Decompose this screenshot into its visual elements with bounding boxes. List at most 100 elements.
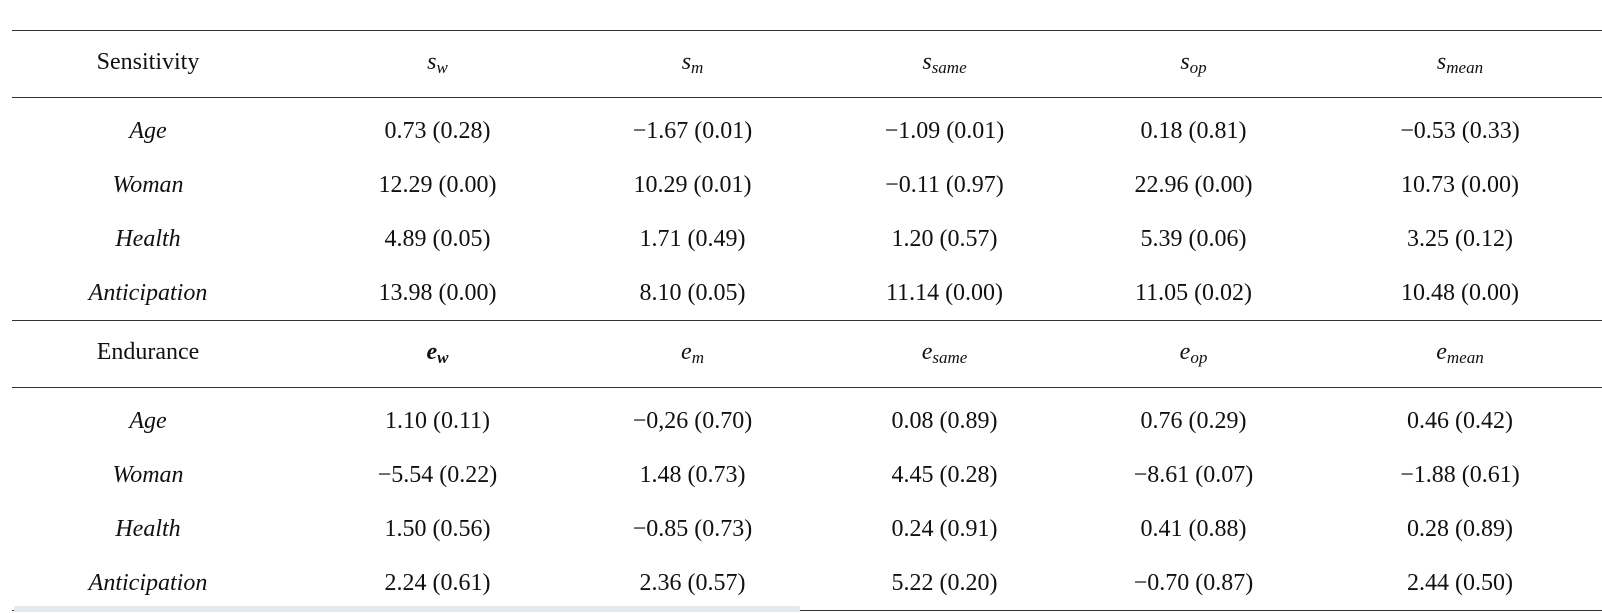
column-header-s-w: sw [310, 30, 565, 98]
table-cell: 0.46 (0.42) [1407, 407, 1513, 434]
column-subscript: m [691, 347, 704, 367]
table-cell: 12.29 (0.00) [378, 171, 497, 198]
table-cell: 0.41 (0.88) [1140, 515, 1247, 542]
column-symbol: e [921, 338, 933, 365]
table-cell: 1.48 (0.73) [639, 461, 746, 488]
column-subscript: w [436, 57, 448, 77]
column-header-e-same: esame [820, 320, 1069, 388]
horizontal-scrollbar[interactable] [14, 606, 800, 612]
table-cell: 2.24 (0.61) [310, 556, 565, 611]
column-subscript: mean [1446, 347, 1484, 367]
table-row: Age 1.10 (0.11) −0,26 (0.70) 0.08 (0.89)… [12, 388, 1602, 449]
column-subscript: mean [1446, 57, 1484, 77]
column-header-s-same: ssame [820, 30, 1069, 98]
table-cell: −5.54 (0.22) [377, 461, 498, 488]
column-subscript: op [1190, 347, 1208, 367]
table-cell: −1.67 (0.01) [632, 117, 753, 144]
table-cell: 3.25 (0.12) [1407, 225, 1513, 252]
table-cell: −0.53 (0.33) [1400, 117, 1520, 144]
column-symbol: s [922, 48, 932, 75]
table-cell: 10.48 (0.00) [1318, 266, 1602, 321]
table-cell: 4.89 (0.05) [384, 225, 491, 252]
table-cell: −0,26 (0.70) [632, 407, 753, 434]
column-subscript: w [437, 347, 449, 367]
row-label: Anticipation [88, 569, 208, 596]
table-cell: −1.09 (0.01) [884, 117, 1005, 144]
column-subscript: op [1189, 57, 1207, 77]
column-symbol: s [1436, 48, 1447, 75]
row-label-cell: Anticipation [12, 266, 310, 321]
table-cell: −0.85 (0.73) [632, 515, 753, 542]
column-header-s-mean: smean [1318, 30, 1602, 98]
table-cell: 5.22 (0.20) [820, 556, 1069, 611]
sensitivity-header-row: Sensitivity sw sm ssame sop smean [12, 30, 1602, 98]
column-symbol: s [681, 48, 692, 75]
table-cell: −0.11 (0.97) [885, 171, 1004, 198]
table-cell: 5.39 (0.06) [1140, 225, 1247, 252]
table-cell: −1.88 (0.61) [1400, 461, 1520, 488]
table-row: Age 0.73 (0.28) −1.67 (0.01) −1.09 (0.01… [12, 98, 1602, 159]
table-cell: 0.08 (0.89) [891, 407, 998, 434]
row-label-cell: Anticipation [12, 556, 310, 611]
table-cell: 2.36 (0.57) [565, 556, 820, 611]
table-cell: 0.18 (0.81) [1140, 117, 1247, 144]
table-cell: 1.50 (0.56) [384, 515, 491, 542]
table-cell: 1.71 (0.49) [639, 225, 746, 252]
row-label: Woman [112, 461, 184, 488]
row-label-cell: Age [12, 388, 310, 449]
column-header-e-mean: emean [1318, 320, 1602, 388]
table-cell: 8.10 (0.05) [565, 266, 820, 321]
column-symbol: s [1180, 48, 1190, 75]
table-cell: 11.14 (0.00) [820, 266, 1069, 321]
table-cell: 0.73 (0.28) [384, 117, 491, 144]
column-subscript: same [931, 57, 967, 77]
table-row: Health 4.89 (0.05) 1.71 (0.49) 1.20 (0.5… [12, 212, 1602, 266]
column-header-e-w: ew [310, 320, 565, 388]
column-symbol: e [1179, 338, 1191, 365]
table-cell: 10.73 (0.00) [1401, 171, 1519, 198]
table-row: Health 1.50 (0.56) −0.85 (0.73) 0.24 (0.… [12, 502, 1602, 556]
table-cell: 10.29 (0.01) [633, 171, 752, 198]
table-row: Woman 12.29 (0.00) 10.29 (0.01) −0.11 (0… [12, 158, 1602, 212]
column-header-s-m: sm [565, 30, 820, 98]
table-cell: 1.10 (0.11) [384, 407, 491, 434]
row-label: Age [129, 117, 167, 144]
column-symbol: s [427, 48, 437, 75]
row-label-cell: Woman [12, 448, 310, 502]
table-cell: 22.96 (0.00) [1134, 171, 1253, 198]
table-cell: 13.98 (0.00) [310, 266, 565, 321]
table-cell: −0.70 (0.87) [1069, 556, 1318, 611]
table-cell: 0.24 (0.91) [891, 515, 998, 542]
column-header-e-op: eop [1069, 320, 1318, 388]
column-header-e-m: em [565, 320, 820, 388]
row-label-cell: Health [12, 212, 310, 266]
column-subscript: same [932, 347, 968, 367]
table-row: Anticipation 2.24 (0.61) 2.36 (0.57) 5.2… [12, 556, 1602, 611]
row-label: Health [115, 225, 181, 252]
row-label: Health [115, 515, 181, 542]
table-row: Anticipation 13.98 (0.00) 8.10 (0.05) 11… [12, 266, 1602, 321]
endurance-section-title: Endurance [12, 320, 310, 388]
table-cell: −8.61 (0.07) [1133, 461, 1254, 488]
column-symbol: e [426, 338, 438, 365]
regression-table: Sensitivity sw sm ssame sop smean Age 0.… [12, 30, 1602, 611]
row-label-cell: Age [12, 98, 310, 159]
endurance-header-row: Endurance ew em esame eop emean [12, 320, 1602, 388]
table-cell: 11.05 (0.02) [1069, 266, 1318, 321]
row-label-cell: Woman [12, 158, 310, 212]
table-cell: 4.45 (0.28) [891, 461, 998, 488]
row-label-cell: Health [12, 502, 310, 556]
row-label: Age [129, 407, 167, 434]
table-row: Woman −5.54 (0.22) 1.48 (0.73) 4.45 (0.2… [12, 448, 1602, 502]
sensitivity-section-title: Sensitivity [12, 30, 310, 98]
table-cell: 1.20 (0.57) [891, 225, 998, 252]
regression-table-container: Sensitivity sw sm ssame sop smean Age 0.… [12, 30, 1602, 611]
column-symbol: e [681, 338, 692, 365]
row-label: Woman [112, 171, 184, 198]
column-subscript: m [691, 57, 704, 77]
table-cell: 0.28 (0.89) [1407, 515, 1513, 542]
row-label: Anticipation [88, 279, 208, 306]
table-cell: 0.76 (0.29) [1140, 407, 1247, 434]
table-cell: 2.44 (0.50) [1318, 556, 1602, 611]
column-header-s-op: sop [1069, 30, 1318, 98]
